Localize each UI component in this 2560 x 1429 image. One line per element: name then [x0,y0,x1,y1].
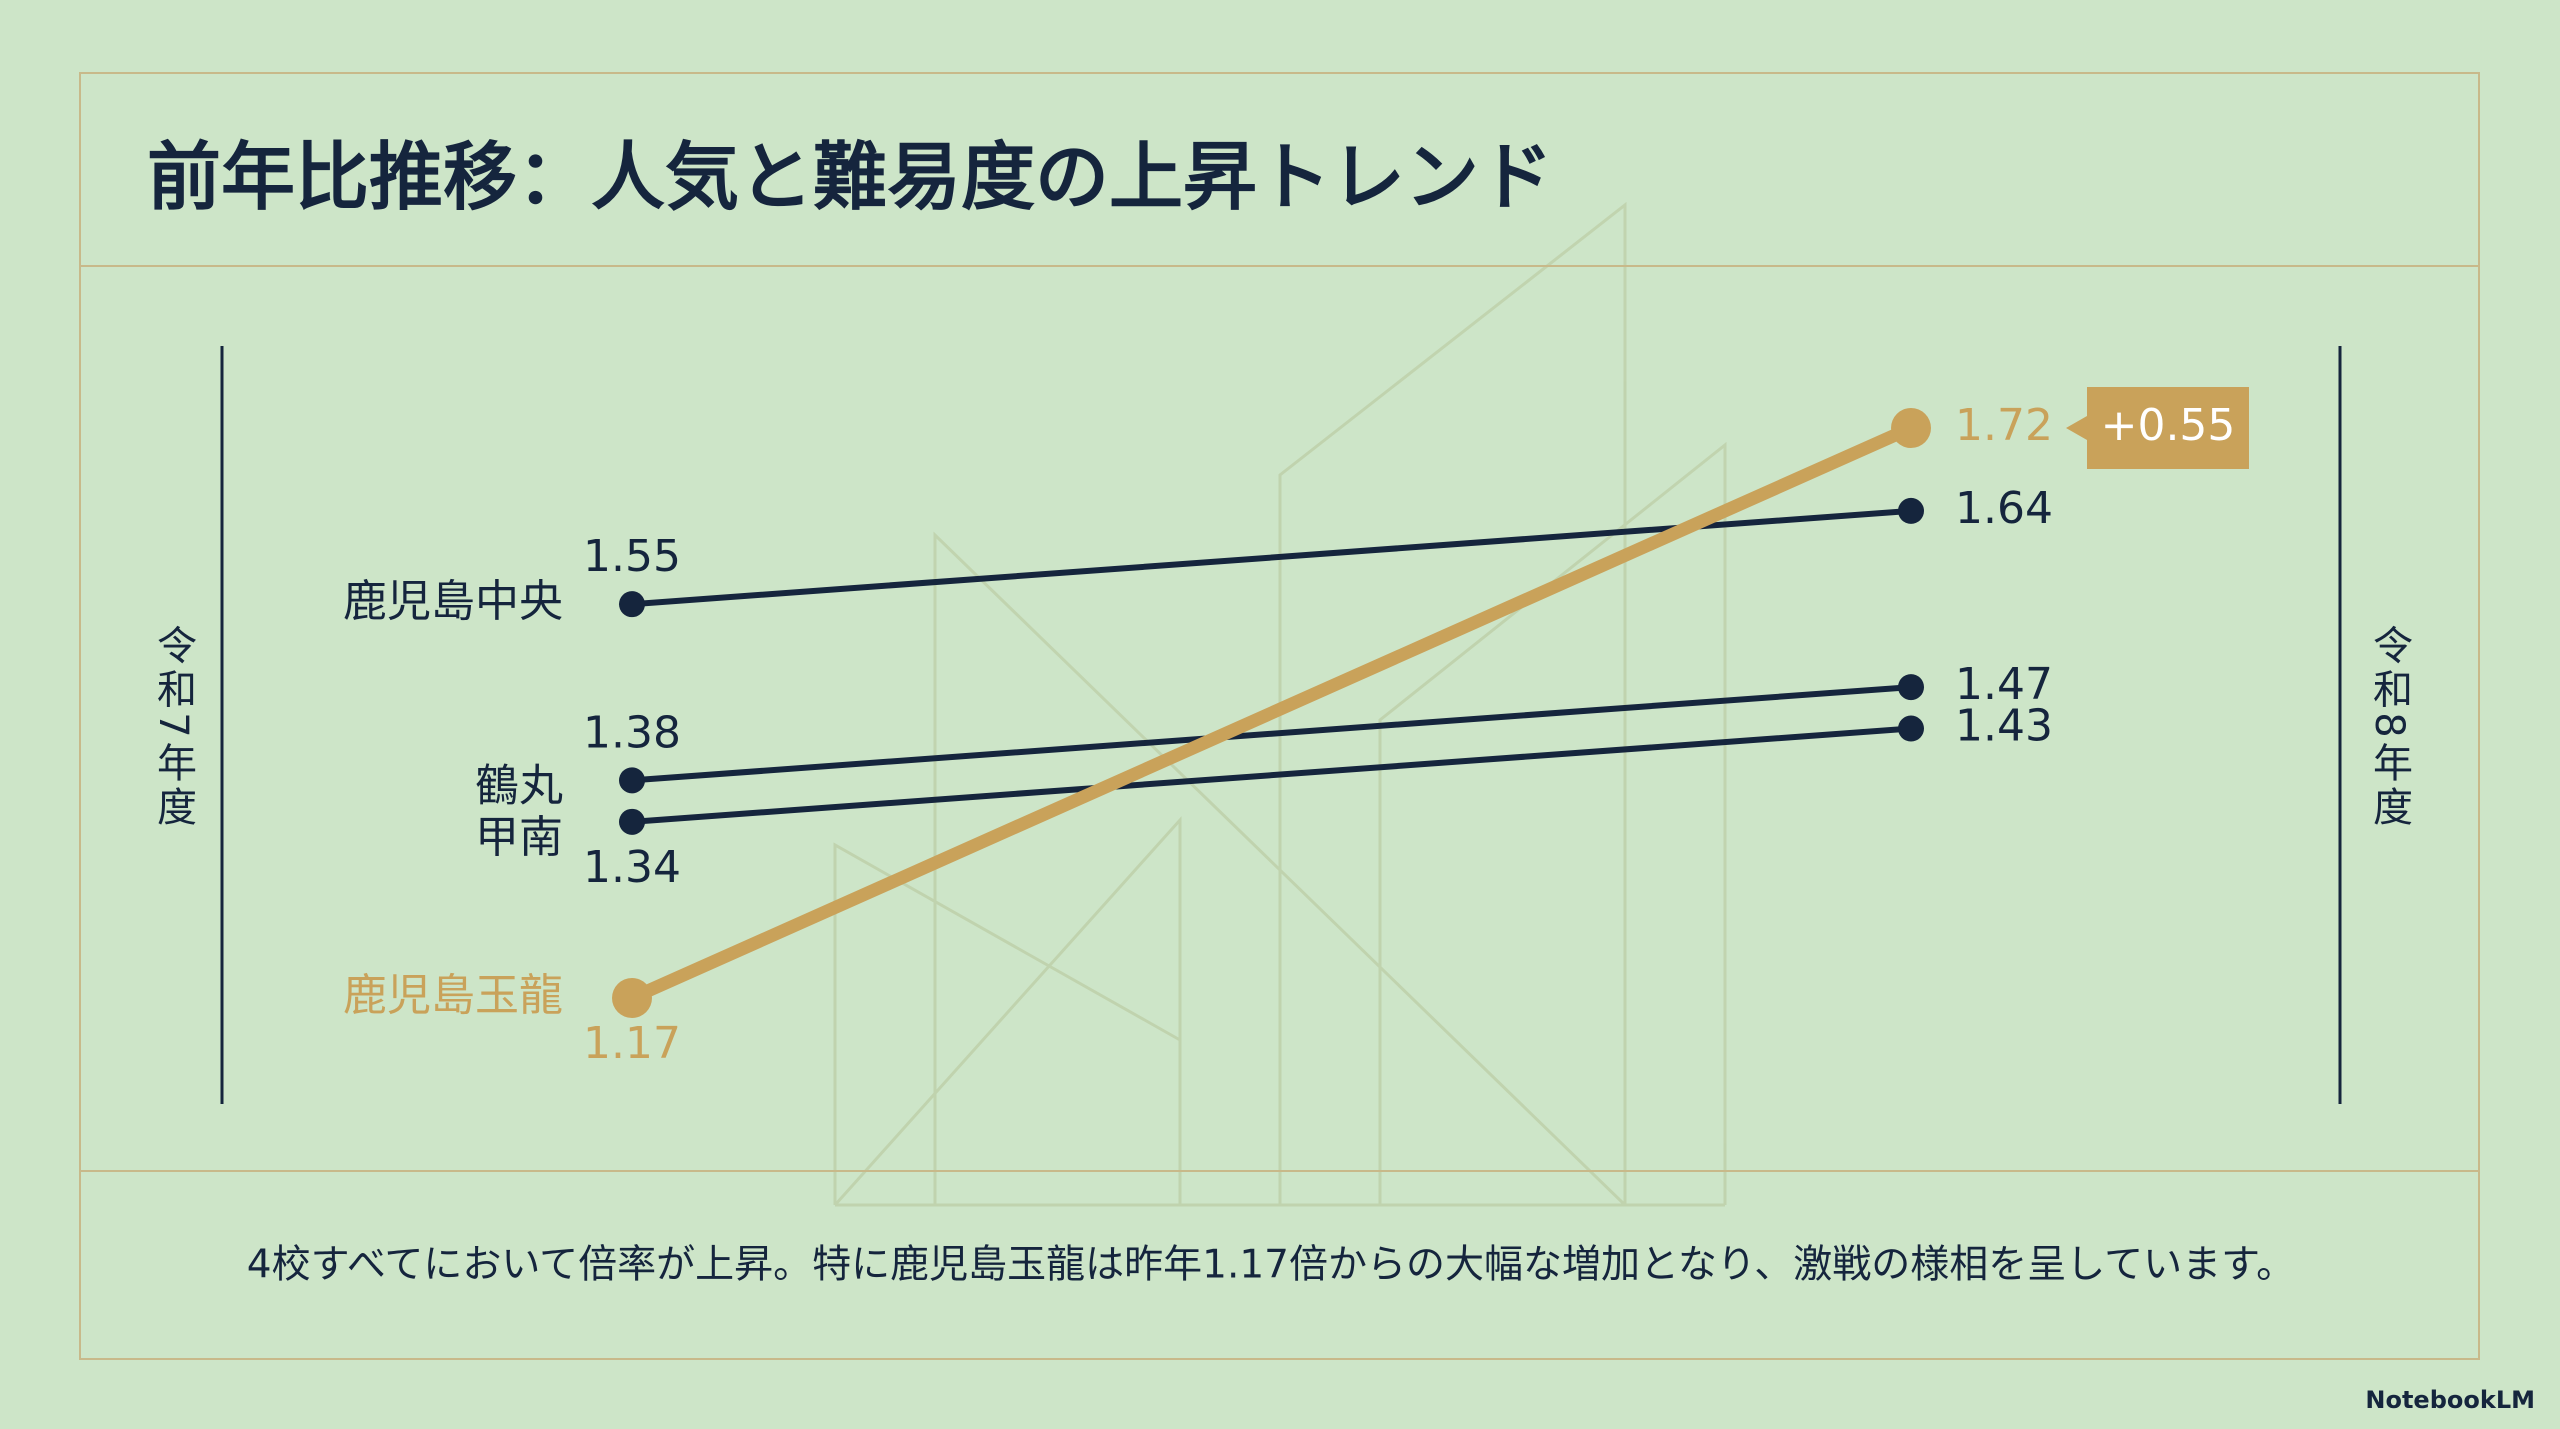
slope-line [629,725,1914,825]
series-name: 鹿児島中央 [343,576,563,627]
left-axis-label: 令和7年度 [150,624,196,829]
right-value: 1.47 [1955,659,2053,710]
slope-line [629,507,1914,608]
right-point [1898,715,1924,742]
left-value: 1.17 [583,1018,681,1069]
series-name: 鹿児島玉龍 [343,970,563,1021]
watermark: NotebookLM [2365,1386,2535,1414]
left-point [619,591,645,618]
right-value: 1.64 [1955,483,2053,534]
left-point [612,978,652,1018]
right-axis-label: 令和8年度 [2366,624,2412,829]
right-point [1898,674,1924,701]
annotation: +0.55 [2101,400,2236,451]
series-name: 鶴丸 [475,760,563,811]
frame [79,72,2480,1360]
series-name: 甲南 [475,812,563,863]
slope-line [629,684,1914,784]
left-value: 1.55 [583,531,681,582]
plot: 鹿児島中央 1.55 1.64 鶴丸 1.38 1.47 甲南 1.34 1.43 鹿児島玉龍 1.… [343,387,2249,1069]
right-point [1891,408,1931,448]
slope-line [625,421,1918,1005]
right-value: 1.43 [1955,701,2053,752]
left-value: 1.38 [583,707,681,758]
left-value: 1.34 [583,842,681,893]
footer-text: 4校すべてにおいて倍率が上昇。特に鹿児島玉龍は昨年1.17倍からの大幅な増加とな… [247,1243,2295,1288]
right-value: 1.72 [1955,400,2053,451]
annotation-badge [2066,387,2249,469]
left-point [619,808,645,835]
chart-title: 前年比推移：人気と難易度の上昇トレンド [147,135,1553,221]
left-point [619,767,645,794]
right-point [1898,497,1924,524]
